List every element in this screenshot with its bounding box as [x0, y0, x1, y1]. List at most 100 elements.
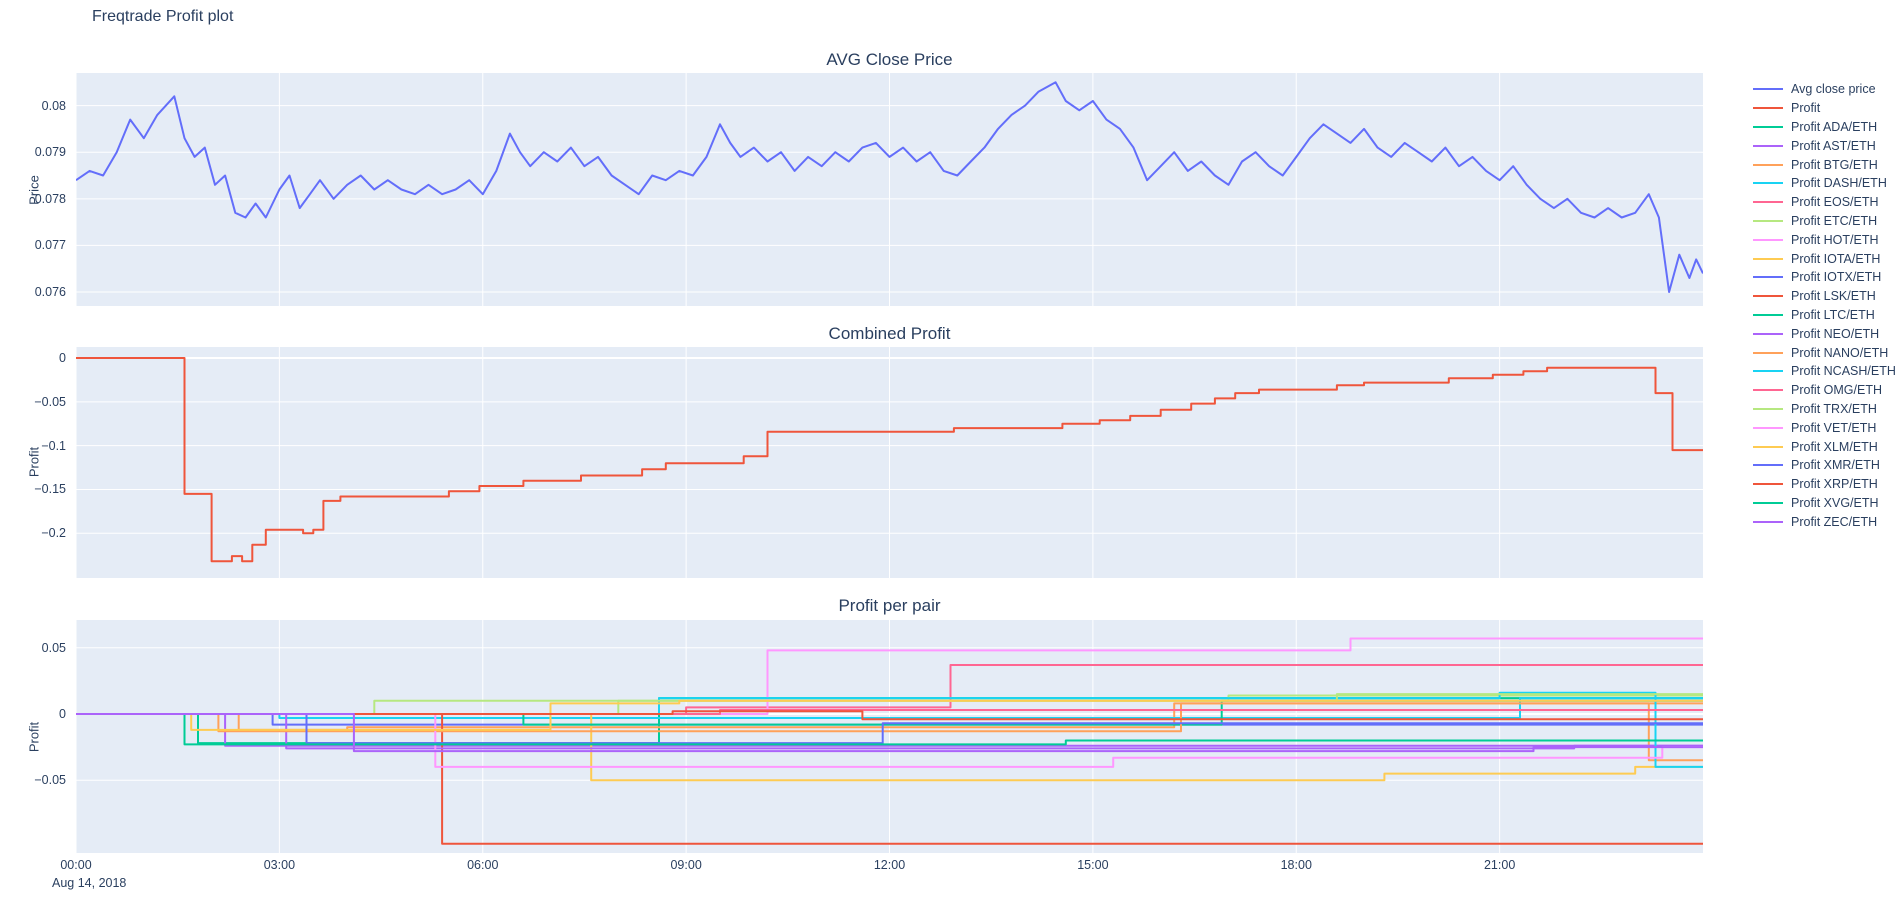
- x-tick-label: 21:00: [1483, 858, 1516, 872]
- y-axis-label-profit-per-pair: Profit: [26, 721, 42, 753]
- legend-line-swatch: [1753, 107, 1783, 110]
- profit-per-pair-plot[interactable]: [76, 620, 1703, 853]
- legend-item[interactable]: Profit AST/ETH: [1753, 136, 1896, 155]
- legend-item[interactable]: Profit DASH/ETH: [1753, 174, 1896, 193]
- chart-title-avg-close-price: AVG Close Price: [826, 50, 953, 69]
- series-line-profit-btg-eth: [76, 702, 1703, 762]
- legend-label: Profit XMR/ETH: [1791, 458, 1880, 473]
- y-tick-label: 0.05: [41, 640, 66, 655]
- legend-label: Profit AST/ETH: [1791, 138, 1876, 153]
- legend-line-swatch: [1753, 125, 1783, 128]
- legend-label: Profit ZEC/ETH: [1791, 514, 1878, 529]
- legend-item[interactable]: Profit XMR/ETH: [1753, 456, 1896, 475]
- legend-item[interactable]: Profit BTG/ETH: [1753, 155, 1896, 174]
- legend-line-swatch: [1753, 276, 1783, 279]
- legend-label: Profit NANO/ETH: [1791, 345, 1889, 360]
- legend-item[interactable]: Profit: [1753, 99, 1896, 118]
- page-title: Freqtrade Profit plot: [92, 8, 234, 25]
- x-tick-label: 09:00: [670, 858, 702, 872]
- legend-line-swatch: [1753, 219, 1783, 222]
- legend-label: Profit VET/ETH: [1791, 420, 1877, 435]
- legend-label: Profit ADA/ETH: [1791, 119, 1878, 134]
- legend-line-swatch: [1753, 483, 1783, 486]
- legend-label: Profit BTG/ETH: [1791, 157, 1878, 172]
- legend-label: Profit TRX/ETH: [1791, 401, 1877, 416]
- y-tick-label: 0.078: [34, 191, 66, 206]
- x-tick-label: 03:00: [263, 858, 296, 872]
- y-tick-label: 0.079: [34, 145, 66, 160]
- legend-line-swatch: [1753, 313, 1783, 316]
- legend-item[interactable]: Profit XLM/ETH: [1753, 437, 1896, 456]
- legend-label: Profit ETC/ETH: [1791, 213, 1878, 228]
- avg-close-price-plot[interactable]: [76, 73, 1703, 306]
- y-tick-label: −0.05: [34, 773, 66, 788]
- y-tick-label: 0.076: [34, 285, 66, 300]
- legend-line-swatch: [1753, 445, 1783, 448]
- legend-item[interactable]: Profit ETC/ETH: [1753, 212, 1896, 231]
- legend-line-swatch: [1753, 201, 1783, 204]
- series-line-avg-close-price: [76, 81, 1703, 293]
- legend-item[interactable]: Profit XVG/ETH: [1753, 494, 1896, 513]
- chart-title-combined-profit: Combined Profit: [828, 324, 951, 343]
- legend-line-swatch: [1753, 520, 1783, 523]
- legend-item[interactable]: Profit TRX/ETH: [1753, 400, 1896, 419]
- chart-title-profit-per-pair: Profit per pair: [838, 596, 941, 615]
- legend-line-swatch: [1753, 182, 1783, 185]
- legend-item[interactable]: Profit OMG/ETH: [1753, 381, 1896, 400]
- combined-profit-plot[interactable]: [76, 347, 1703, 578]
- legend-item[interactable]: Profit IOTX/ETH: [1753, 268, 1896, 287]
- legend-item[interactable]: Avg close price: [1753, 80, 1896, 99]
- legend-line-swatch: [1753, 370, 1783, 373]
- legend-line-swatch: [1753, 426, 1783, 429]
- legend-label: Avg close price: [1791, 82, 1876, 97]
- legend-item[interactable]: Profit LTC/ETH: [1753, 306, 1896, 325]
- legend-item[interactable]: Profit ZEC/ETH: [1753, 512, 1896, 531]
- legend-label: Profit NCASH/ETH: [1791, 364, 1896, 379]
- series-line-profit-xrp-eth: [76, 710, 1703, 721]
- series-line-profit: [76, 357, 1703, 563]
- legend-item[interactable]: Profit ADA/ETH: [1753, 118, 1896, 137]
- legend: Avg close price Profit Profit ADA/ETH Profi…: [1753, 80, 1896, 531]
- y-tick-label: −0.2: [41, 526, 66, 541]
- legend-item[interactable]: Profit NCASH/ETH: [1753, 362, 1896, 381]
- legend-item[interactable]: Profit IOTA/ETH: [1753, 249, 1896, 268]
- legend-label: Profit IOTA/ETH: [1791, 251, 1881, 266]
- legend-line-swatch: [1753, 238, 1783, 241]
- series-line-profit-zec-eth: [76, 713, 1703, 753]
- legend-label: Profit EOS/ETH: [1791, 195, 1879, 210]
- legend-item[interactable]: Profit LSK/ETH: [1753, 287, 1896, 306]
- legend-line-swatch: [1753, 144, 1783, 147]
- legend-line-swatch: [1753, 407, 1783, 410]
- y-tick-label: 0: [59, 706, 66, 721]
- legend-item[interactable]: Profit EOS/ETH: [1753, 193, 1896, 212]
- legend-label: Profit HOT/ETH: [1791, 232, 1879, 247]
- legend-label: Profit OMG/ETH: [1791, 383, 1882, 398]
- y-tick-label: −0.1: [41, 438, 66, 453]
- legend-line-swatch: [1753, 88, 1783, 91]
- y-tick-label: −0.15: [34, 482, 66, 497]
- legend-line-swatch: [1753, 501, 1783, 504]
- x-axis-date-label: Aug 14, 2018: [52, 876, 127, 890]
- legend-line-swatch: [1753, 295, 1783, 298]
- legend-label: Profit NEO/ETH: [1791, 326, 1880, 341]
- y-tick-label: 0.08: [41, 98, 66, 113]
- x-tick-label: 06:00: [467, 858, 499, 872]
- x-tick-label: 15:00: [1077, 858, 1109, 872]
- legend-item[interactable]: Profit NANO/ETH: [1753, 343, 1896, 362]
- series-line-profit-vet-eth: [76, 713, 1703, 768]
- series-line-profit-xlm-eth: [76, 699, 1703, 731]
- legend-item[interactable]: Profit VET/ETH: [1753, 418, 1896, 437]
- legend-item[interactable]: Profit HOT/ETH: [1753, 230, 1896, 249]
- legend-label: Profit LSK/ETH: [1791, 289, 1876, 304]
- series-line-profit-ncash-eth: [76, 691, 1703, 768]
- legend-label: Profit LTC/ETH: [1791, 307, 1875, 322]
- legend-label: Profit DASH/ETH: [1791, 176, 1887, 191]
- legend-label: Profit XLM/ETH: [1791, 439, 1878, 454]
- legend-item[interactable]: Profit XRP/ETH: [1753, 475, 1896, 494]
- legend-label: Profit XRP/ETH: [1791, 477, 1878, 492]
- y-tick-label: −0.05: [34, 394, 66, 409]
- legend-item[interactable]: Profit NEO/ETH: [1753, 324, 1896, 343]
- y-tick-label: 0: [59, 351, 66, 366]
- x-tick-label: 12:00: [873, 858, 906, 872]
